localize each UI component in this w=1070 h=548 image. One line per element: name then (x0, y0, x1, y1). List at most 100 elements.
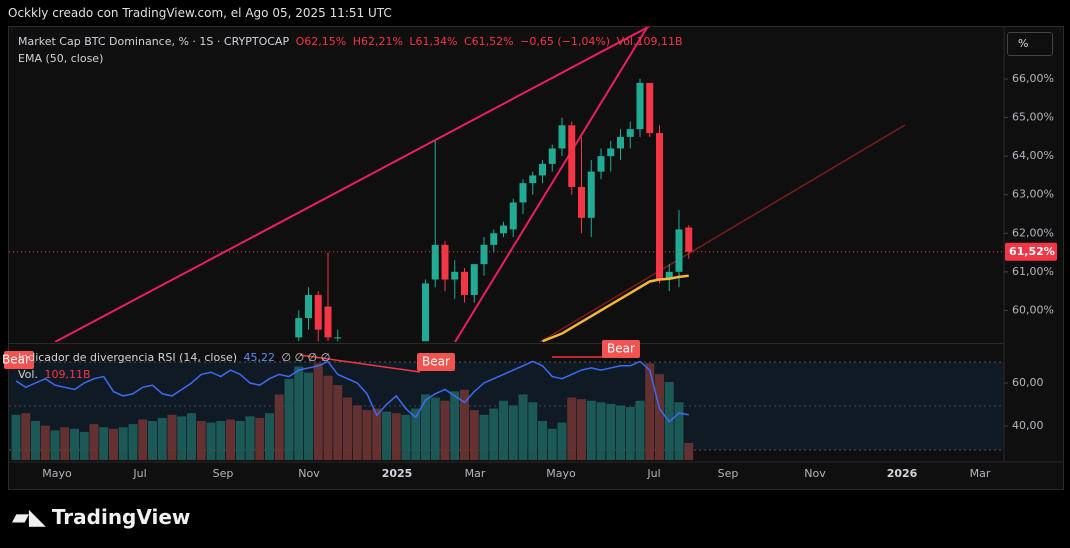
candle-body (587, 171, 595, 218)
y-tick-label: 65,00% (1012, 111, 1054, 124)
volume-name: Vol. (18, 368, 38, 381)
volume-bar (421, 394, 430, 460)
candle-body (665, 271, 673, 280)
rsi-value: 45,22 (243, 351, 276, 364)
volume-bar (440, 400, 450, 460)
ohlc-low: L61,34% (409, 35, 458, 48)
volume-bar (557, 422, 567, 460)
ohlc-close: C61,52% (463, 35, 514, 48)
candle-body (578, 187, 585, 218)
volume-bar (323, 375, 333, 460)
volume-bar (60, 427, 70, 460)
candle-body (431, 244, 439, 280)
volume-bar (196, 421, 206, 460)
candle-body (295, 318, 303, 338)
volume-bar (99, 427, 109, 460)
rsi-tick-label: 60,00 (1012, 376, 1044, 389)
bear-badge (417, 353, 455, 371)
volume-bar (616, 405, 625, 460)
candle-body (597, 156, 605, 172)
volume-bar (430, 397, 440, 460)
volume-bar (635, 400, 645, 460)
volume-bar (118, 427, 128, 460)
x-tick-label: Jul (646, 467, 660, 480)
volume-bar (469, 410, 479, 460)
volume-bar (333, 385, 343, 460)
volume-bar (128, 424, 138, 460)
x-tick-label: Nov (804, 467, 826, 480)
volume-bar (684, 442, 694, 460)
brand-name: TradingView (51, 505, 191, 529)
volume-bar (21, 413, 31, 460)
candle-body (324, 306, 332, 338)
volume-bar (226, 419, 235, 460)
candle-body (500, 225, 507, 234)
rsi-line (15, 360, 689, 423)
change: −0,65 (−1,04%) (520, 35, 611, 48)
volume-bar (352, 405, 362, 460)
candle-body (519, 183, 527, 203)
trendline (454, 27, 649, 342)
volume-bar (567, 397, 577, 460)
volume-bar (274, 394, 284, 460)
candle-body (539, 163, 546, 176)
volume-bar (313, 363, 323, 460)
x-tick-label: 2026 (887, 467, 918, 480)
y-tick-label: 64,00% (1012, 149, 1054, 162)
volume-bar (362, 410, 372, 460)
volume-bar (606, 403, 616, 460)
x-tick-label: Mayo (546, 467, 576, 480)
ema-line (542, 274, 689, 342)
volume-bar (294, 366, 304, 460)
volume-bar (235, 421, 245, 460)
x-tick-label: Mayo (42, 467, 72, 480)
candle-body (636, 82, 644, 130)
candle-body (656, 133, 663, 280)
candle-body (626, 129, 634, 137)
symbol-title: Market Cap BTC Dominance, % · 1S · CRYPT… (18, 35, 290, 48)
volume-bar (489, 408, 499, 460)
volume-bar (31, 421, 40, 460)
volume-group (11, 363, 694, 460)
pane-divider (9, 343, 1004, 344)
volume-bar (411, 408, 421, 460)
legend-rsi: Indicador de divergencia RSI (14, close)… (18, 351, 333, 364)
volume-bar (265, 413, 274, 460)
trendline (539, 124, 906, 342)
y-tick-label: 63,00% (1012, 188, 1054, 201)
ohlc-open: O62,15% (295, 35, 347, 48)
volume-bar (372, 408, 382, 460)
volume-bar (284, 378, 294, 460)
scale-button[interactable]: % (1007, 32, 1053, 56)
price-label: 61,52% (1009, 245, 1055, 258)
volume-bar (70, 428, 79, 460)
volume-bar (138, 419, 148, 460)
candle-body (685, 227, 693, 252)
volume-bar (79, 431, 89, 460)
vol-legend: Vol.109,11B (616, 35, 683, 48)
candle-body (490, 233, 498, 245)
candle-body (548, 148, 556, 164)
candle-body (441, 244, 449, 280)
volume-bar (109, 428, 118, 460)
volume-bar (625, 406, 635, 460)
candle-body (461, 271, 468, 295)
volume-bar (382, 411, 391, 460)
candle-body (509, 202, 517, 230)
volume-bar (450, 391, 460, 460)
volume-bar (479, 414, 489, 460)
volume-bar (655, 374, 664, 460)
x-tick-label: Jul (132, 467, 146, 480)
candle-body (529, 175, 537, 184)
divergence-line (299, 354, 421, 373)
volume-bar (245, 416, 255, 460)
volume-bar (508, 405, 518, 460)
volume-bar (216, 421, 226, 460)
volume-bar (538, 421, 547, 460)
volume-bar (401, 414, 411, 460)
x-tick-label: 2025 (382, 467, 413, 480)
candle-body (305, 294, 312, 319)
volume-bar (547, 428, 557, 460)
